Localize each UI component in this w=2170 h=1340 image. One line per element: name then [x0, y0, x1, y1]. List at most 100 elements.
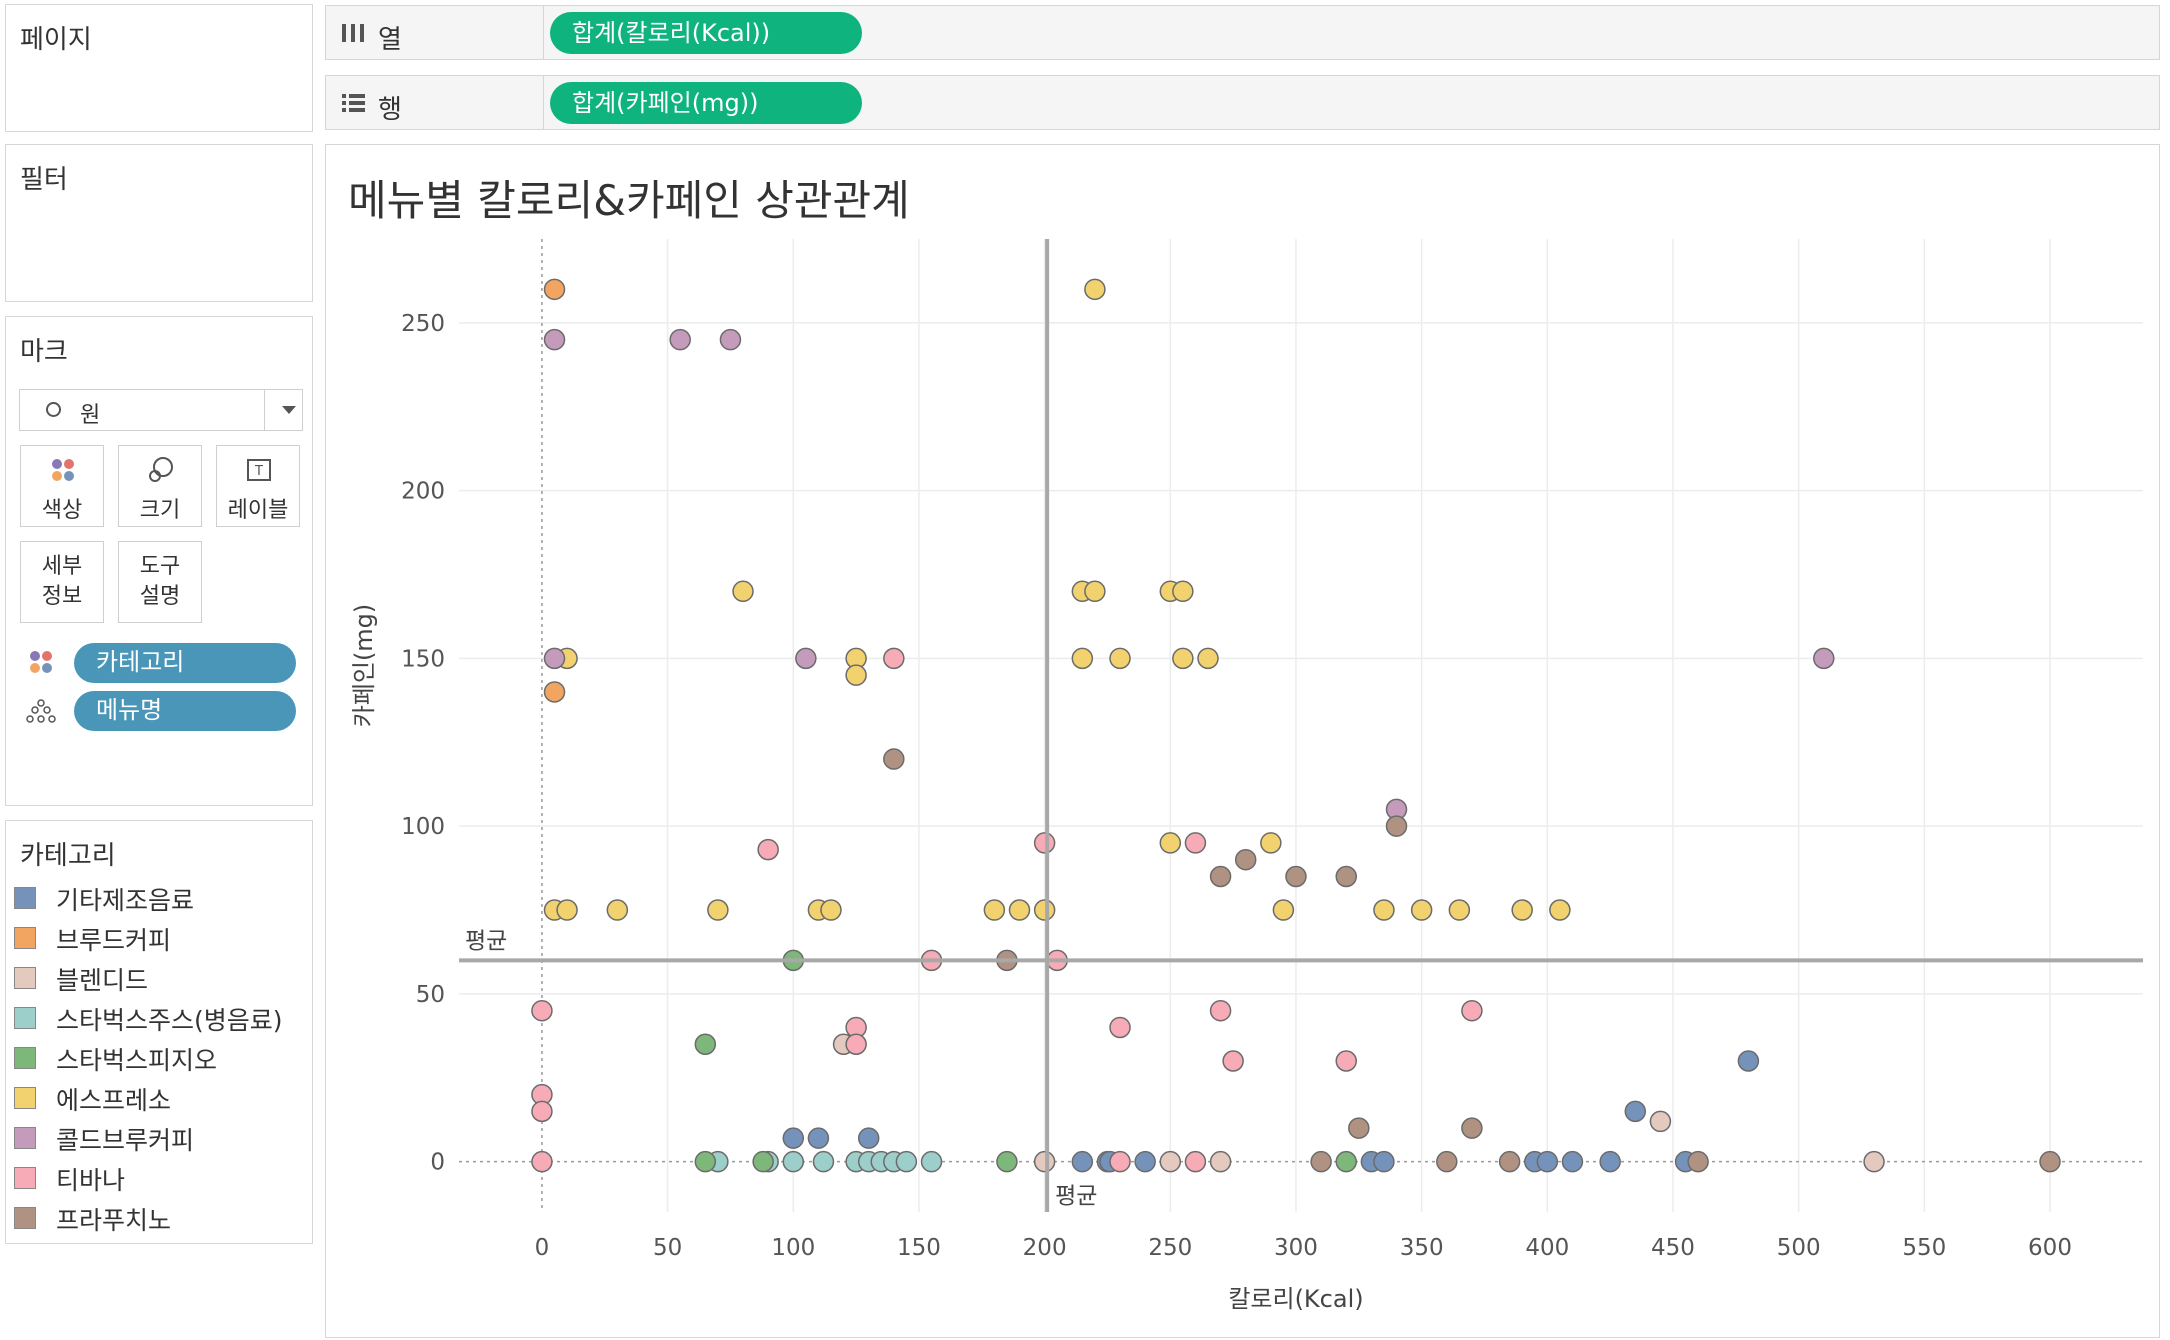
menu-name-detail-pill[interactable]: 메뉴명 — [74, 691, 296, 731]
legend-item[interactable]: 에스프레소 — [14, 1081, 304, 1115]
data-point[interactable] — [812, 1150, 835, 1173]
data-point[interactable] — [1172, 580, 1194, 603]
data-point[interactable] — [757, 838, 779, 861]
data-point[interactable] — [782, 1150, 805, 1173]
data-point[interactable] — [1348, 1117, 1370, 1139]
caffeine-sum-pill[interactable]: 합계(카페인(mg)) — [550, 82, 862, 124]
data-point[interactable] — [543, 647, 566, 670]
data-point[interactable] — [845, 664, 867, 686]
data-point[interactable] — [1448, 899, 1471, 921]
data-point[interactable] — [1159, 832, 1182, 854]
calories-sum-pill[interactable]: 합계(칼로리(Kcal)) — [550, 12, 862, 54]
color-button[interactable]: 색상 — [20, 445, 104, 527]
data-point[interactable] — [1285, 865, 1307, 888]
data-point[interactable] — [1172, 647, 1194, 670]
data-point[interactable] — [1813, 647, 1835, 670]
legend-item[interactable]: 브루드커피 — [14, 921, 304, 955]
data-point[interactable] — [1134, 1150, 1156, 1173]
data-point[interactable] — [1549, 899, 1571, 921]
data-point[interactable] — [606, 899, 629, 921]
data-point[interactable] — [1084, 278, 1106, 301]
data-point[interactable] — [1335, 1150, 1357, 1173]
legend-item[interactable]: 기타제조음료 — [14, 881, 304, 915]
detail-button[interactable]: 세부 정보 — [20, 541, 104, 623]
data-point[interactable] — [983, 899, 1006, 921]
data-point[interactable] — [1071, 1150, 1094, 1173]
data-point[interactable] — [531, 999, 553, 1022]
data-point[interactable] — [1599, 1150, 1621, 1173]
data-point[interactable] — [1008, 899, 1031, 921]
data-point[interactable] — [1209, 865, 1232, 888]
data-point[interactable] — [1561, 1150, 1584, 1173]
data-point[interactable] — [1335, 865, 1357, 888]
data-point[interactable] — [920, 1150, 943, 1173]
data-point[interactable] — [1234, 848, 1257, 871]
data-point[interactable] — [1385, 815, 1408, 837]
data-point[interactable] — [719, 328, 742, 351]
data-point[interactable] — [1461, 1117, 1483, 1139]
data-point[interactable] — [1209, 1150, 1232, 1173]
legend-item[interactable]: 티바나 — [14, 1161, 304, 1195]
data-point[interactable] — [1222, 1050, 1244, 1072]
data-point[interactable] — [996, 1150, 1018, 1173]
data-point[interactable] — [556, 899, 578, 921]
data-point[interactable] — [883, 748, 905, 770]
data-point[interactable] — [1536, 1150, 1559, 1173]
data-point[interactable] — [795, 647, 817, 670]
data-point[interactable] — [1649, 1110, 1672, 1133]
data-point[interactable] — [895, 1150, 918, 1173]
data-point[interactable] — [1461, 999, 1483, 1022]
size-button[interactable]: 크기 — [118, 445, 202, 527]
category-color-pill[interactable]: 카테고리 — [74, 643, 296, 683]
data-point[interactable] — [1310, 1150, 1332, 1173]
data-point[interactable] — [543, 278, 566, 301]
legend-item[interactable]: 프라푸치노 — [14, 1201, 304, 1235]
data-point[interactable] — [1335, 1050, 1357, 1072]
data-point[interactable] — [1260, 832, 1282, 854]
legend-item[interactable]: 콜드브루커피 — [14, 1121, 304, 1155]
data-point[interactable] — [1033, 1150, 1056, 1173]
data-point[interactable] — [1737, 1050, 1760, 1072]
data-point[interactable] — [1410, 899, 1433, 921]
data-point[interactable] — [1033, 899, 1056, 921]
data-point[interactable] — [883, 647, 905, 670]
data-point[interactable] — [694, 1150, 717, 1173]
data-point[interactable] — [1498, 1150, 1521, 1173]
mark-type-dropdown[interactable]: 원 — [19, 389, 303, 431]
legend-item[interactable]: 스타벅스피지오 — [14, 1041, 304, 1075]
data-point[interactable] — [1687, 1150, 1709, 1173]
label-button[interactable]: T 레이블 — [216, 445, 300, 527]
data-point[interactable] — [820, 899, 842, 921]
data-point[interactable] — [732, 580, 754, 603]
data-point[interactable] — [1272, 899, 1295, 921]
data-point[interactable] — [543, 328, 566, 351]
data-point[interactable] — [782, 1127, 805, 1149]
data-point[interactable] — [1109, 1150, 1131, 1173]
data-point[interactable] — [1033, 832, 1056, 854]
data-point[interactable] — [1209, 999, 1232, 1022]
data-point[interactable] — [543, 681, 566, 703]
data-point[interactable] — [707, 899, 729, 921]
data-point[interactable] — [1109, 1016, 1131, 1039]
chevron-down-icon[interactable] — [282, 406, 296, 414]
data-point[interactable] — [857, 1127, 880, 1149]
data-point[interactable] — [669, 328, 691, 351]
data-point[interactable] — [694, 1033, 717, 1055]
data-point[interactable] — [1084, 580, 1106, 603]
data-point[interactable] — [2039, 1150, 2061, 1173]
data-point[interactable] — [1373, 899, 1395, 921]
data-point[interactable] — [531, 1100, 553, 1123]
data-point[interactable] — [1184, 832, 1207, 854]
data-point[interactable] — [1624, 1100, 1647, 1123]
tooltip-button[interactable]: 도구 설명 — [118, 541, 202, 623]
data-point[interactable] — [752, 1150, 774, 1173]
data-point[interactable] — [1184, 1150, 1207, 1173]
data-point[interactable] — [845, 1033, 867, 1055]
legend-item[interactable]: 블렌디드 — [14, 961, 304, 995]
data-point[interactable] — [807, 1127, 830, 1149]
legend-item[interactable]: 스타벅스주스(병음료) — [14, 1001, 304, 1035]
data-point[interactable] — [1863, 1150, 1885, 1173]
data-point[interactable] — [1109, 647, 1131, 670]
data-point[interactable] — [1159, 1150, 1182, 1173]
data-point[interactable] — [1436, 1150, 1458, 1173]
